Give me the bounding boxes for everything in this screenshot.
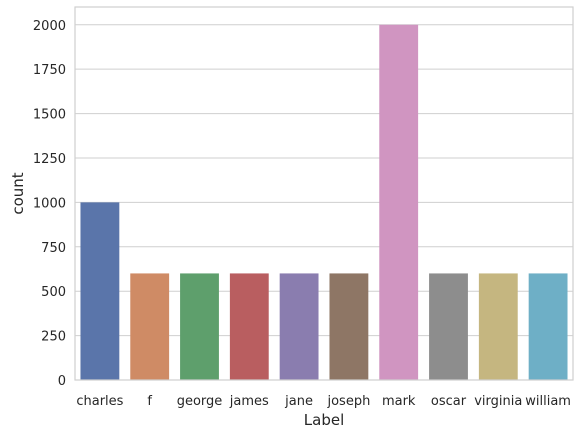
bar-william — [528, 273, 568, 380]
plot-frame — [74, 6, 574, 381]
bar-joseph — [329, 273, 369, 380]
x-tick-label: charles — [76, 394, 123, 409]
x-tick-labels: charles f george james jane joseph mark oscar vi… — [76, 394, 571, 409]
x-axis-label: Label — [304, 411, 344, 429]
x-tick-label: virginia — [474, 394, 522, 409]
y-axis-label: count — [9, 172, 27, 214]
x-tick-label: mark — [382, 394, 416, 409]
bar-charles — [80, 202, 120, 380]
x-tick-label: george — [177, 394, 223, 409]
y-tick-label: 0 — [58, 374, 66, 389]
bar-oscar — [429, 273, 468, 380]
x-tick-label: oscar — [431, 394, 467, 409]
bar-virginia — [478, 273, 518, 380]
y-tick-label: 750 — [41, 241, 66, 256]
x-tick-label: joseph — [326, 394, 370, 409]
x-tick-label: jane — [284, 394, 313, 409]
axes-frame — [74, 6, 574, 381]
bar-jane — [279, 273, 319, 380]
y-tick-label: 500 — [41, 285, 66, 300]
y-tick-label: 1250 — [33, 152, 66, 167]
x-tick-label: f — [147, 394, 152, 409]
y-tick-label: 250 — [41, 330, 66, 345]
y-tick-label: 1000 — [33, 196, 66, 211]
y-tick-labels: 0 250 500 750 1000 1250 1500 1750 2000 — [33, 19, 66, 389]
y-tick-label: 1500 — [33, 108, 66, 123]
bar-f — [130, 273, 170, 380]
y-tick-label: 2000 — [33, 19, 66, 34]
bar-mark — [379, 24, 419, 381]
bar-george — [180, 273, 219, 380]
x-tick-label: james — [229, 394, 269, 409]
bars — [80, 24, 568, 381]
y-tick-label: 1750 — [33, 63, 66, 78]
x-tick-label: william — [525, 394, 571, 409]
bar-james — [229, 273, 269, 380]
